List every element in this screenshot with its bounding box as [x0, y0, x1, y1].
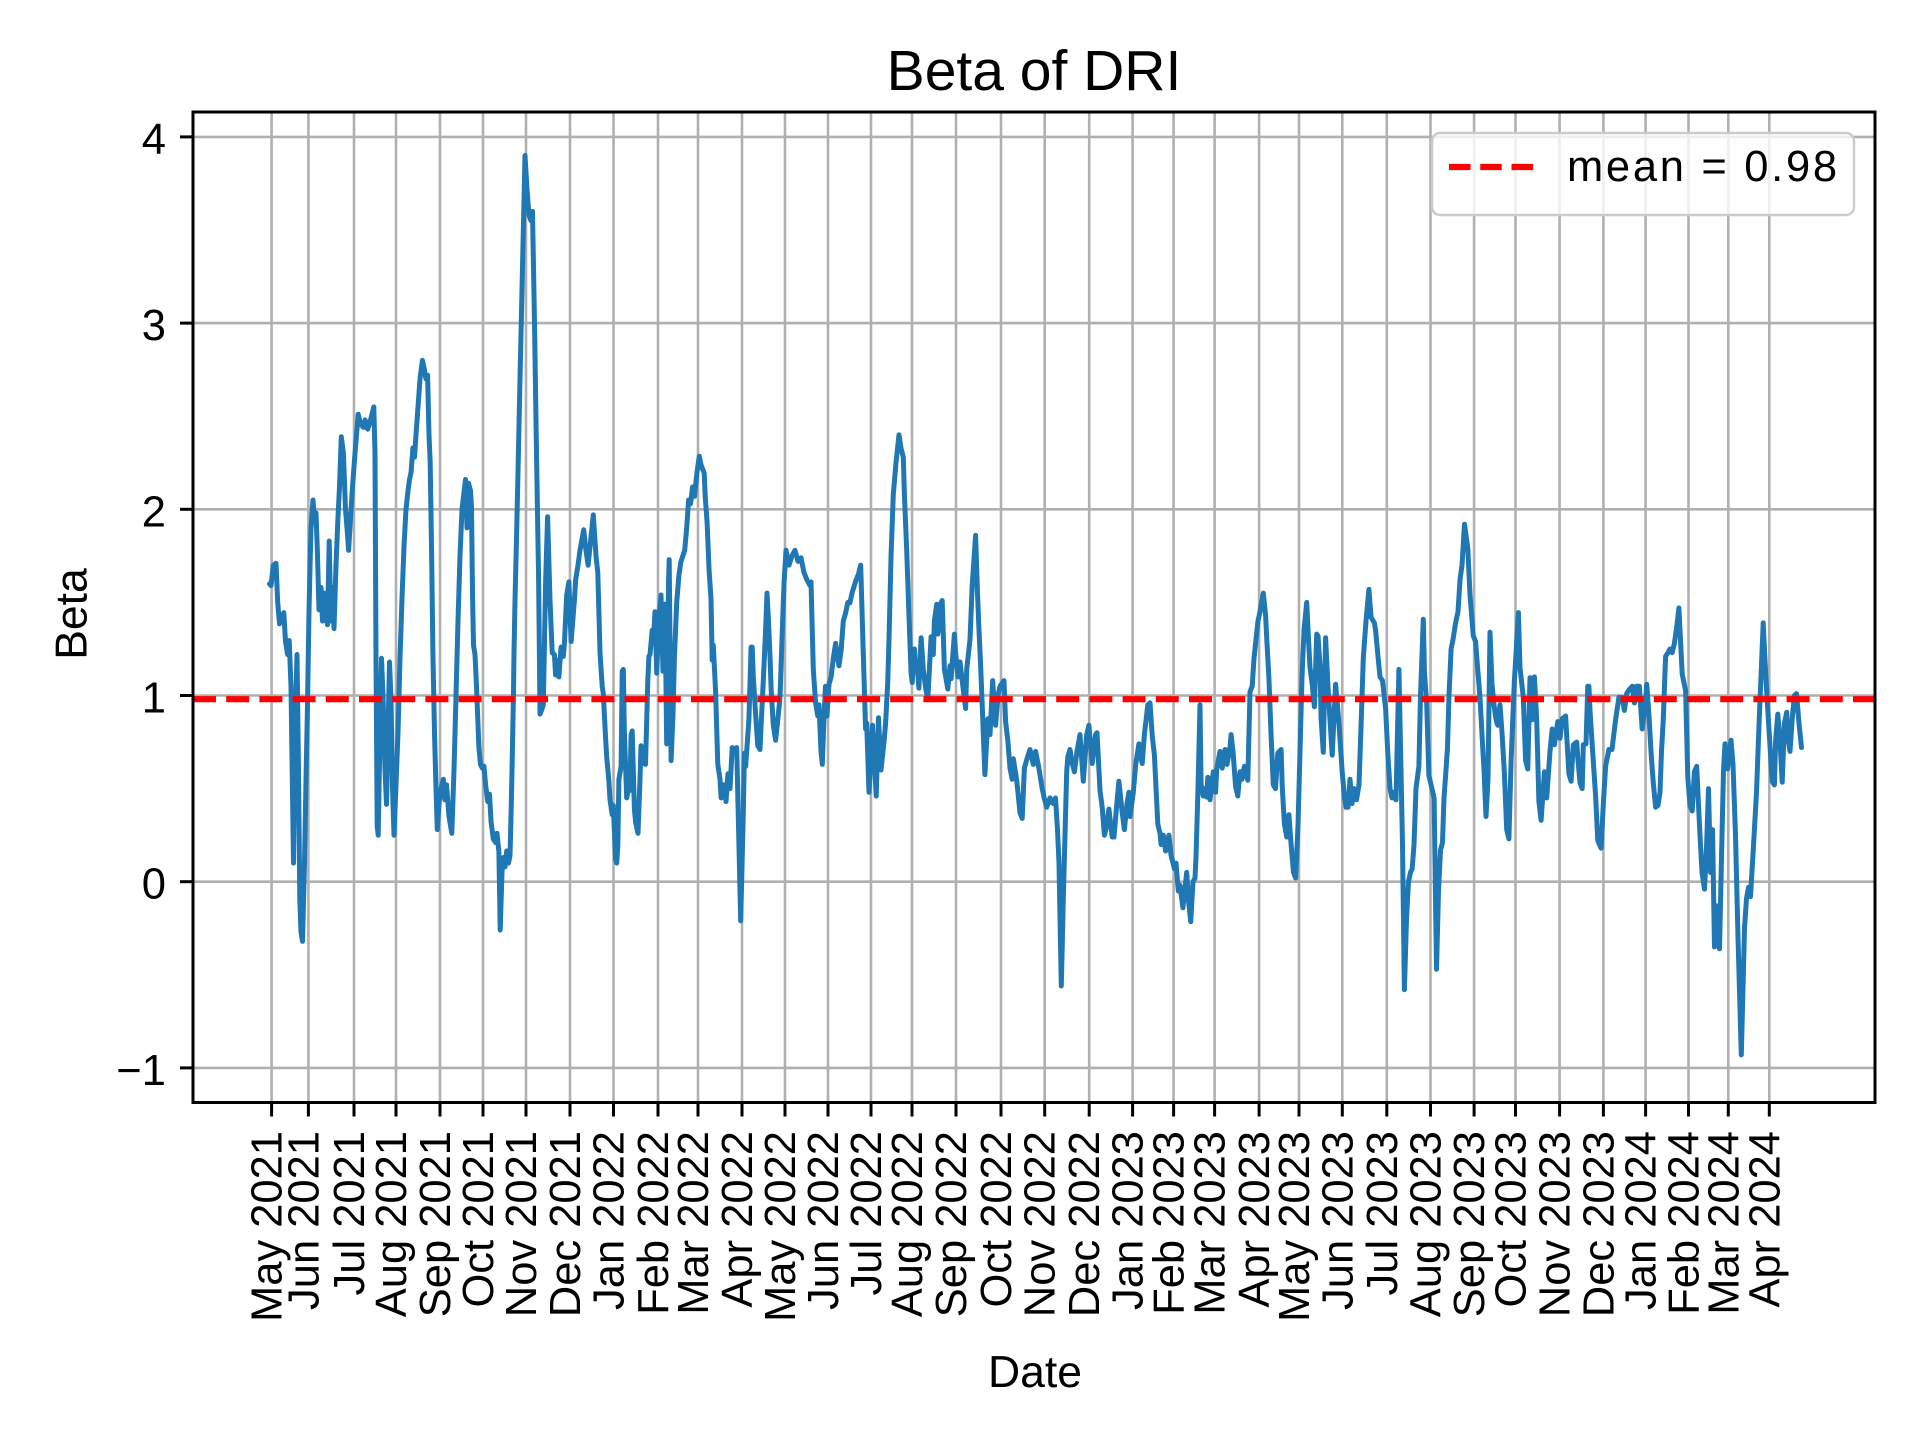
svg-text:Aug 2021: Aug 2021 [368, 1131, 416, 1317]
svg-text:May 2023: May 2023 [1271, 1131, 1319, 1322]
svg-text:Feb 2024: Feb 2024 [1661, 1131, 1709, 1315]
svg-text:Dec 2022: Dec 2022 [1061, 1131, 1109, 1317]
svg-text:Sep 2023: Sep 2023 [1446, 1131, 1494, 1317]
svg-text:4: 4 [142, 116, 166, 164]
svg-text:Oct 2021: Oct 2021 [455, 1131, 503, 1308]
svg-text:May 2022: May 2022 [757, 1131, 805, 1322]
svg-text:Jun 2022: Jun 2022 [800, 1131, 848, 1310]
svg-text:Nov 2023: Nov 2023 [1532, 1131, 1580, 1317]
svg-text:2: 2 [142, 488, 166, 536]
svg-text:Mar 2024: Mar 2024 [1700, 1131, 1748, 1315]
svg-text:Apr 2023: Apr 2023 [1231, 1131, 1279, 1308]
svg-text:May 2021: May 2021 [244, 1131, 292, 1322]
svg-text:Mar 2022: Mar 2022 [670, 1131, 718, 1315]
svg-text:Aug 2023: Aug 2023 [1403, 1131, 1451, 1317]
svg-text:−1: −1 [116, 1047, 166, 1095]
svg-text:Oct 2022: Oct 2022 [973, 1131, 1021, 1308]
svg-text:Apr 2022: Apr 2022 [714, 1131, 762, 1308]
svg-text:Mar 2023: Mar 2023 [1187, 1131, 1235, 1315]
svg-text:Feb 2023: Feb 2023 [1146, 1131, 1194, 1315]
svg-text:Jan 2022: Jan 2022 [586, 1131, 634, 1310]
svg-text:Jan 2023: Jan 2023 [1105, 1131, 1153, 1310]
svg-text:Date: Date [988, 1348, 1082, 1397]
svg-text:0: 0 [142, 861, 166, 909]
svg-text:3: 3 [142, 302, 166, 350]
svg-text:mean = 0.98: mean = 0.98 [1567, 143, 1840, 191]
svg-text:Jul 2023: Jul 2023 [1359, 1131, 1407, 1295]
svg-text:Apr 2024: Apr 2024 [1741, 1131, 1789, 1308]
svg-text:Dec 2021: Dec 2021 [542, 1131, 590, 1317]
svg-text:Jun 2021: Jun 2021 [280, 1131, 328, 1310]
svg-text:1: 1 [142, 675, 166, 723]
svg-text:Feb 2022: Feb 2022 [630, 1131, 678, 1315]
svg-text:Jul 2021: Jul 2021 [326, 1131, 374, 1295]
svg-text:Jul 2022: Jul 2022 [843, 1131, 891, 1295]
svg-text:Beta of DRI: Beta of DRI [887, 39, 1182, 103]
svg-text:Aug 2022: Aug 2022 [884, 1131, 932, 1317]
svg-text:Sep 2021: Sep 2021 [412, 1131, 460, 1317]
svg-text:Nov 2022: Nov 2022 [1017, 1131, 1065, 1317]
svg-text:Oct 2023: Oct 2023 [1488, 1131, 1536, 1308]
svg-text:Beta: Beta [48, 568, 97, 660]
svg-text:Sep 2022: Sep 2022 [928, 1131, 976, 1317]
svg-text:Dec 2023: Dec 2023 [1575, 1131, 1623, 1317]
svg-text:Nov 2021: Nov 2021 [498, 1131, 546, 1317]
svg-text:Jan 2024: Jan 2024 [1618, 1131, 1666, 1310]
svg-text:Jun 2023: Jun 2023 [1314, 1131, 1362, 1310]
